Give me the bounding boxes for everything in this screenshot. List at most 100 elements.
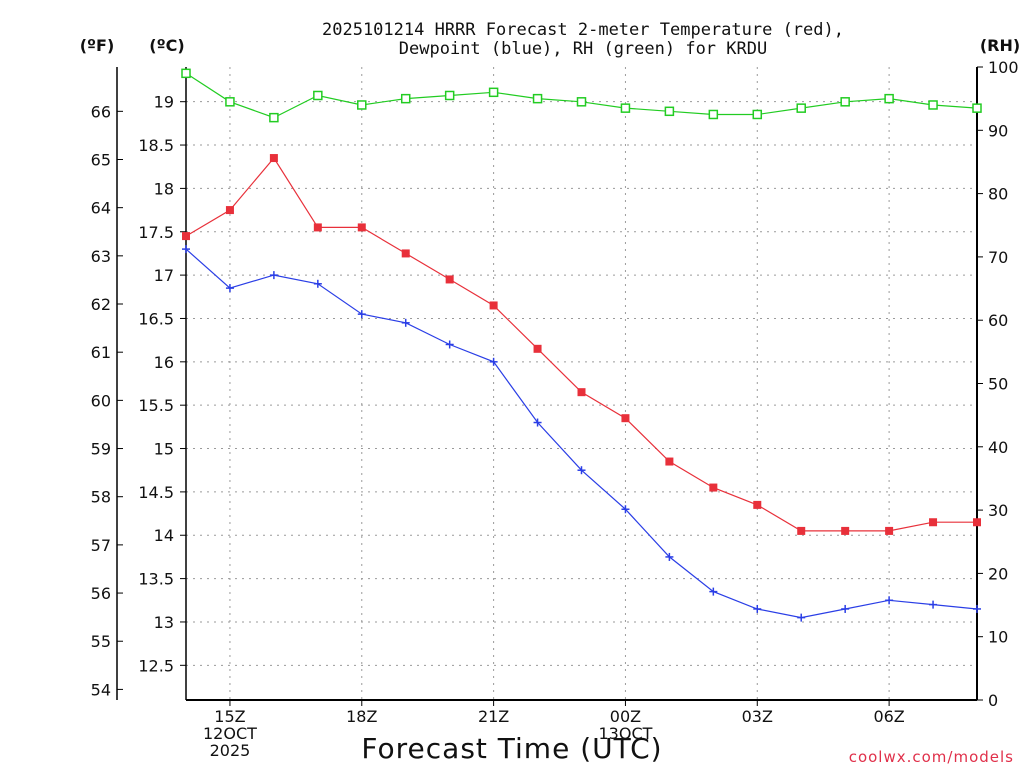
grid bbox=[186, 67, 977, 700]
celsius-tick-label: 15.5 bbox=[138, 396, 174, 415]
dewpoint-point bbox=[401, 318, 410, 327]
fahrenheit-tick-label: 65 bbox=[91, 150, 111, 169]
fahrenheit-tick-label: 61 bbox=[91, 343, 111, 362]
temperature-point bbox=[621, 414, 630, 423]
dewpoint-point bbox=[225, 284, 234, 293]
fahrenheit-tick-label: 59 bbox=[91, 440, 111, 459]
dewpoint-point bbox=[357, 310, 366, 319]
fahrenheit-tick-label: 63 bbox=[91, 247, 111, 266]
temperature-point bbox=[225, 206, 234, 215]
rh-tick-label: 40 bbox=[988, 438, 1008, 457]
x-tick-label: 21Z bbox=[478, 707, 509, 726]
dewpoint-point bbox=[973, 604, 981, 613]
temperature-point bbox=[885, 526, 894, 535]
dewpoint-point bbox=[621, 505, 630, 514]
rh-point bbox=[444, 90, 455, 101]
x-axis-title: Forecast Time (UTC) bbox=[361, 732, 662, 765]
rh-point bbox=[664, 106, 675, 117]
dewpoint-point bbox=[489, 357, 498, 366]
rh-point bbox=[269, 112, 279, 123]
rh-point bbox=[488, 87, 499, 98]
x-tick-label: 18Z bbox=[346, 707, 377, 726]
rh-point bbox=[620, 103, 631, 113]
dewpoint-point bbox=[797, 613, 806, 622]
dewpoint-point bbox=[665, 552, 674, 561]
chart-title-line-1: 2025101214 HRRR Forecast 2-meter Tempera… bbox=[322, 20, 844, 40]
x-tick-label: 15Z bbox=[214, 707, 245, 726]
temperature-point bbox=[401, 249, 410, 258]
dewpoint-point bbox=[753, 604, 762, 613]
temperature-point bbox=[797, 526, 806, 535]
dewpoint-line bbox=[185, 248, 978, 619]
dewpoint-point bbox=[841, 604, 850, 613]
celsius-tick-label: 17 bbox=[154, 266, 174, 285]
chart-title-line-2: Dewpoint (blue), RH (green) for KRDU bbox=[399, 39, 767, 59]
temperature-point bbox=[489, 301, 498, 310]
temperature-point bbox=[313, 223, 322, 232]
celsius-tick-label: 13 bbox=[154, 613, 174, 632]
celsius-tick-label: 12.5 bbox=[138, 656, 174, 675]
temperature-point bbox=[533, 344, 542, 353]
rh-tick-label: 30 bbox=[988, 501, 1008, 520]
rh-tick-label: 60 bbox=[988, 311, 1008, 330]
dewpoint-point bbox=[182, 245, 190, 254]
axes: 12.5 13 13.5 14 14.5 15 15.5 16 16.5 17 17.5 18 18.5… bbox=[91, 58, 1019, 760]
temperature-point bbox=[973, 518, 981, 527]
rh-point bbox=[928, 100, 938, 110]
rh-point bbox=[181, 68, 191, 79]
dewpoint-point bbox=[929, 600, 938, 609]
dewpoint-point bbox=[709, 587, 718, 596]
temperature-point bbox=[665, 457, 674, 466]
rh-axis-unit: (RH) bbox=[980, 36, 1020, 55]
rh-tick-label: 10 bbox=[988, 628, 1008, 647]
fahrenheit-tick-label: 56 bbox=[91, 584, 111, 603]
rh-point bbox=[884, 93, 894, 104]
temperature-line bbox=[185, 156, 977, 532]
x-tick-label: 12OCT bbox=[203, 724, 257, 743]
temperature-point bbox=[577, 388, 586, 397]
rh-point bbox=[796, 103, 806, 113]
fahrenheit-tick-label: 60 bbox=[91, 391, 111, 410]
dewpoint-point bbox=[577, 466, 586, 475]
rh-point bbox=[532, 93, 543, 104]
celsius-axis-unit: (ºC) bbox=[149, 36, 184, 55]
rh-tick-label: 80 bbox=[988, 185, 1008, 204]
rh-tick-label: 70 bbox=[988, 248, 1008, 267]
rh-tick-label: 90 bbox=[988, 121, 1008, 140]
rh-tick-label: 100 bbox=[988, 58, 1019, 77]
fahrenheit-tick-label: 64 bbox=[91, 199, 111, 218]
dewpoint-point bbox=[885, 596, 894, 605]
dewpoint-point bbox=[313, 279, 322, 288]
rh-point bbox=[752, 109, 763, 120]
x-tick-label: 2025 bbox=[210, 741, 251, 760]
rh-point bbox=[576, 97, 587, 107]
temperature-point bbox=[753, 500, 762, 509]
celsius-tick-label: 15 bbox=[154, 440, 174, 459]
temperature-point bbox=[445, 275, 454, 284]
temperature-point bbox=[182, 232, 190, 241]
celsius-tick-label: 13.5 bbox=[138, 570, 174, 589]
x-tick-label: 03Z bbox=[742, 707, 773, 726]
celsius-tick-label: 14.5 bbox=[138, 483, 174, 502]
rh-point bbox=[313, 90, 323, 101]
rh-point bbox=[357, 100, 367, 110]
celsius-tick-label: 19 bbox=[154, 93, 174, 112]
credit-text: coolwx.com/models bbox=[849, 748, 1014, 766]
rh-tick-label: 20 bbox=[988, 564, 1008, 583]
temperature-point bbox=[357, 223, 366, 232]
fahrenheit-axis-unit: (ºF) bbox=[80, 36, 115, 55]
temperature-point bbox=[929, 518, 938, 527]
temperature-point bbox=[841, 526, 850, 535]
fahrenheit-tick-label: 54 bbox=[91, 680, 111, 699]
celsius-tick-label: 16 bbox=[154, 353, 174, 372]
x-tick-label: 06Z bbox=[873, 707, 904, 726]
fahrenheit-tick-label: 66 bbox=[91, 102, 111, 121]
celsius-tick-label: 18.5 bbox=[138, 136, 174, 155]
rh-point bbox=[400, 93, 411, 104]
rh-point bbox=[708, 109, 719, 120]
fahrenheit-tick-label: 55 bbox=[91, 632, 111, 651]
celsius-tick-label: 18 bbox=[154, 179, 174, 198]
rh-point bbox=[840, 97, 850, 107]
rh-line bbox=[185, 72, 978, 119]
fahrenheit-tick-label: 57 bbox=[91, 536, 111, 555]
